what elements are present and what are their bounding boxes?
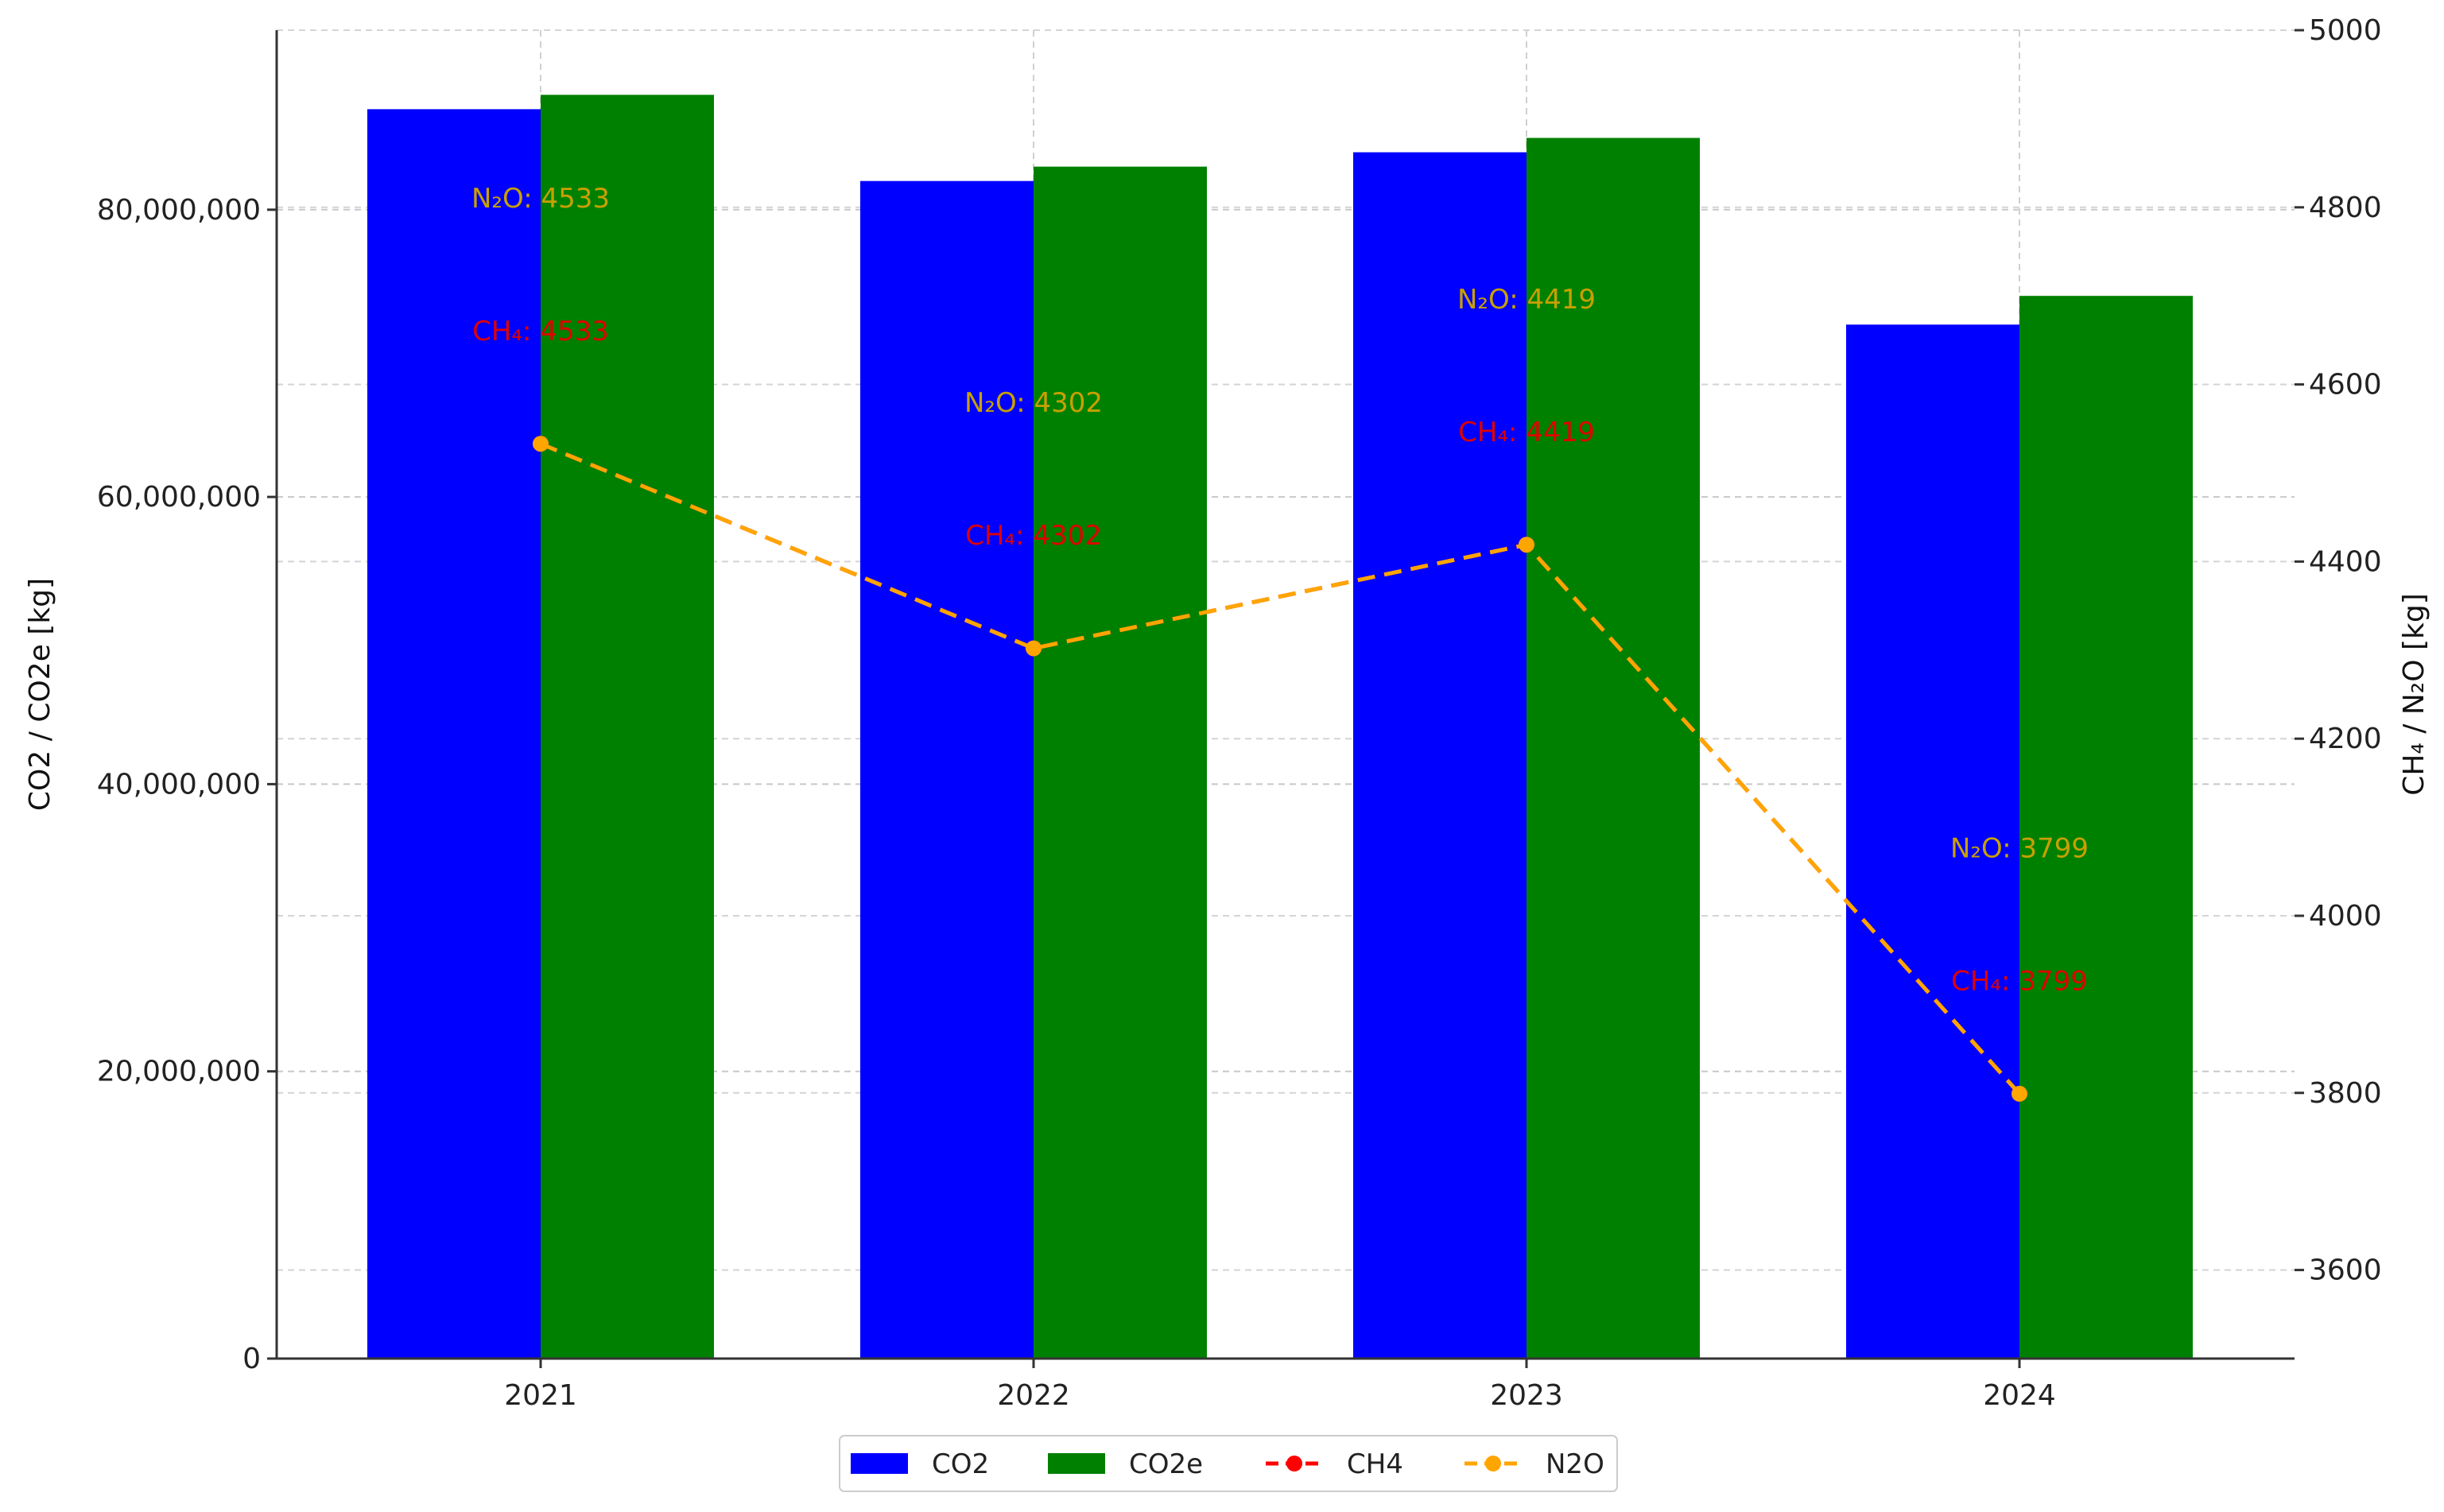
right-tick-label: 4000 [2309,900,2382,932]
left-axis-title: CO2 / CO2e [kg] [24,578,56,811]
legend-swatch-co2e [1048,1453,1105,1474]
annotation-label: CH₄: 4419 [1458,417,1595,448]
x-tick-label: 2023 [1490,1379,1563,1412]
legend[interactable]: CO2 CO2e CH4 N2O [839,1435,1618,1492]
line-n2o [540,441,2021,1095]
annotations: N₂O: 4533 CH₄: 4533 N₂O: 4302 CH₄: 4302 N₂O:… [471,183,2089,998]
right-axis-title: CH₄ / N₂O [kg] [2398,593,2430,796]
line-series [533,436,2027,1102]
right-tick-label: 5000 [2309,14,2382,47]
left-tick-label: 20,000,000 [97,1056,261,1088]
left-tick-label: 0 [242,1343,261,1375]
legend-label-co2: CO2 [932,1448,989,1480]
right-tick-label: 4600 [2309,369,2382,401]
legend-marker-ch4 [1286,1456,1302,1471]
legend-box [839,1435,1618,1492]
point-n2o [2011,1085,2027,1102]
right-tick-label: 4800 [2309,192,2382,224]
bar-co2 [860,180,1034,1359]
bar-co2e [1034,166,1207,1359]
bar-series [367,95,2193,1359]
point-n2o [1519,537,1534,553]
left-tick-label: 80,000,000 [97,194,261,227]
bar-co2e [1527,138,1700,1359]
legend-marker-n2o [1485,1456,1501,1471]
right-tick-label: 3600 [2309,1254,2382,1287]
right-tick-label: 4400 [2309,545,2382,578]
line-ch4 [540,441,2021,1095]
bar-co2e [541,95,714,1359]
right-tick-label: 4200 [2309,723,2382,755]
x-tick-label: 2024 [1983,1379,2056,1412]
annotation-label: N₂O: 4533 [471,183,610,215]
left-tick-label: 40,000,000 [97,768,261,801]
annotation-label: CH₄: 3799 [1951,966,2088,998]
x-tick-label: 2021 [504,1379,577,1412]
right-tick-label: 3800 [2309,1077,2382,1110]
bar-co2 [367,109,541,1359]
x-tick-label: 2022 [997,1379,1070,1412]
axes: 0 20,000,000 40,000,000 60,000,000 80,000,00… [24,14,2430,1412]
legend-label-n2o: N2O [1546,1448,1604,1480]
point-n2o [533,436,549,452]
annotation-label: N₂O: 4419 [1457,284,1596,316]
annotation-label: CH₄: 4302 [965,520,1102,552]
legend-label-co2e: CO2e [1129,1448,1203,1480]
bar-co2 [1353,152,1527,1359]
annotation-label: CH₄: 4533 [472,316,609,347]
legend-swatch-co2 [851,1453,908,1474]
legend-label-ch4: CH4 [1347,1448,1403,1480]
annotation-label: N₂O: 4302 [964,387,1103,419]
annotation-label: N₂O: 3799 [1950,832,2089,864]
point-n2o [1026,640,1042,657]
bar-co2e [2019,296,2193,1359]
left-tick-label: 60,000,000 [97,481,261,514]
bar-co2 [1846,324,2019,1359]
